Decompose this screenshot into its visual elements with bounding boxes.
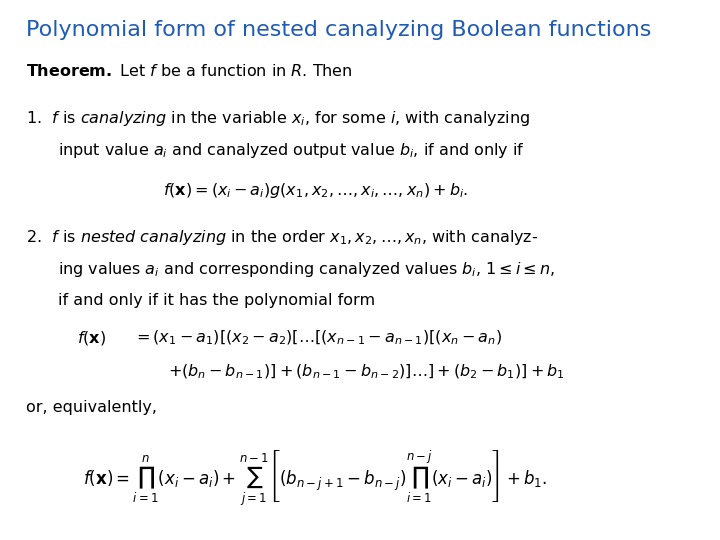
Text: $= (x_1 - a_1)[(x_2 - a_2)[\ldots[(x_{n-1} - a_{n-1})[(x_n - a_n)$: $= (x_1 - a_1)[(x_2 - a_2)[\ldots[(x_{n-… xyxy=(133,329,503,348)
Text: $f(\mathbf{x})$: $f(\mathbf{x})$ xyxy=(77,329,106,347)
Text: input value $a_i$ and canalyzed output value $b_i$, if and only if: input value $a_i$ and canalyzed output v… xyxy=(58,141,525,160)
Text: or, equivalently,: or, equivalently, xyxy=(27,400,158,415)
Text: if and only if it has the polynomial form: if and only if it has the polynomial for… xyxy=(58,293,375,308)
Text: $+(b_n - b_{n-1})] + (b_{n-1} - b_{n-2})]\ldots] + (b_2 - b_1)] + b_1$: $+(b_n - b_{n-1})] + (b_{n-1} - b_{n-2})… xyxy=(168,362,564,381)
Text: $f(\mathbf{x}) = (x_i - a_i)g(x_1, x_2, \ldots, x_i, \ldots, x_n) + b_i.$: $f(\mathbf{x}) = (x_i - a_i)g(x_1, x_2, … xyxy=(163,181,468,200)
Text: 1.  $f$ is $\mathit{canalyzing}$ in the variable $x_i$, for some $i$, with canal: 1. $f$ is $\mathit{canalyzing}$ in the v… xyxy=(27,109,531,128)
Text: 2.  $f$ is $\mathit{nested\ canalyzing}$ in the order $x_1, x_2, \ldots, x_n$, w: 2. $f$ is $\mathit{nested\ canalyzing}$ … xyxy=(27,228,539,247)
Text: $\mathbf{Theorem.}$ Let $f$ be a function in $R$. Then: $\mathbf{Theorem.}$ Let $f$ be a functio… xyxy=(27,63,354,79)
Text: $f(\mathbf{x}) = \prod_{i=1}^{n}(x_i - a_i) + \sum_{j=1}^{n-1}\left[(b_{n-j+1} -: $f(\mathbf{x}) = \prod_{i=1}^{n}(x_i - a… xyxy=(83,448,547,508)
Text: Polynomial form of nested canalyzing Boolean functions: Polynomial form of nested canalyzing Boo… xyxy=(27,20,652,40)
Text: ing values $a_i$ and corresponding canalyzed values $b_i$, $1 \leq i \leq n$,: ing values $a_i$ and corresponding canal… xyxy=(58,260,555,279)
